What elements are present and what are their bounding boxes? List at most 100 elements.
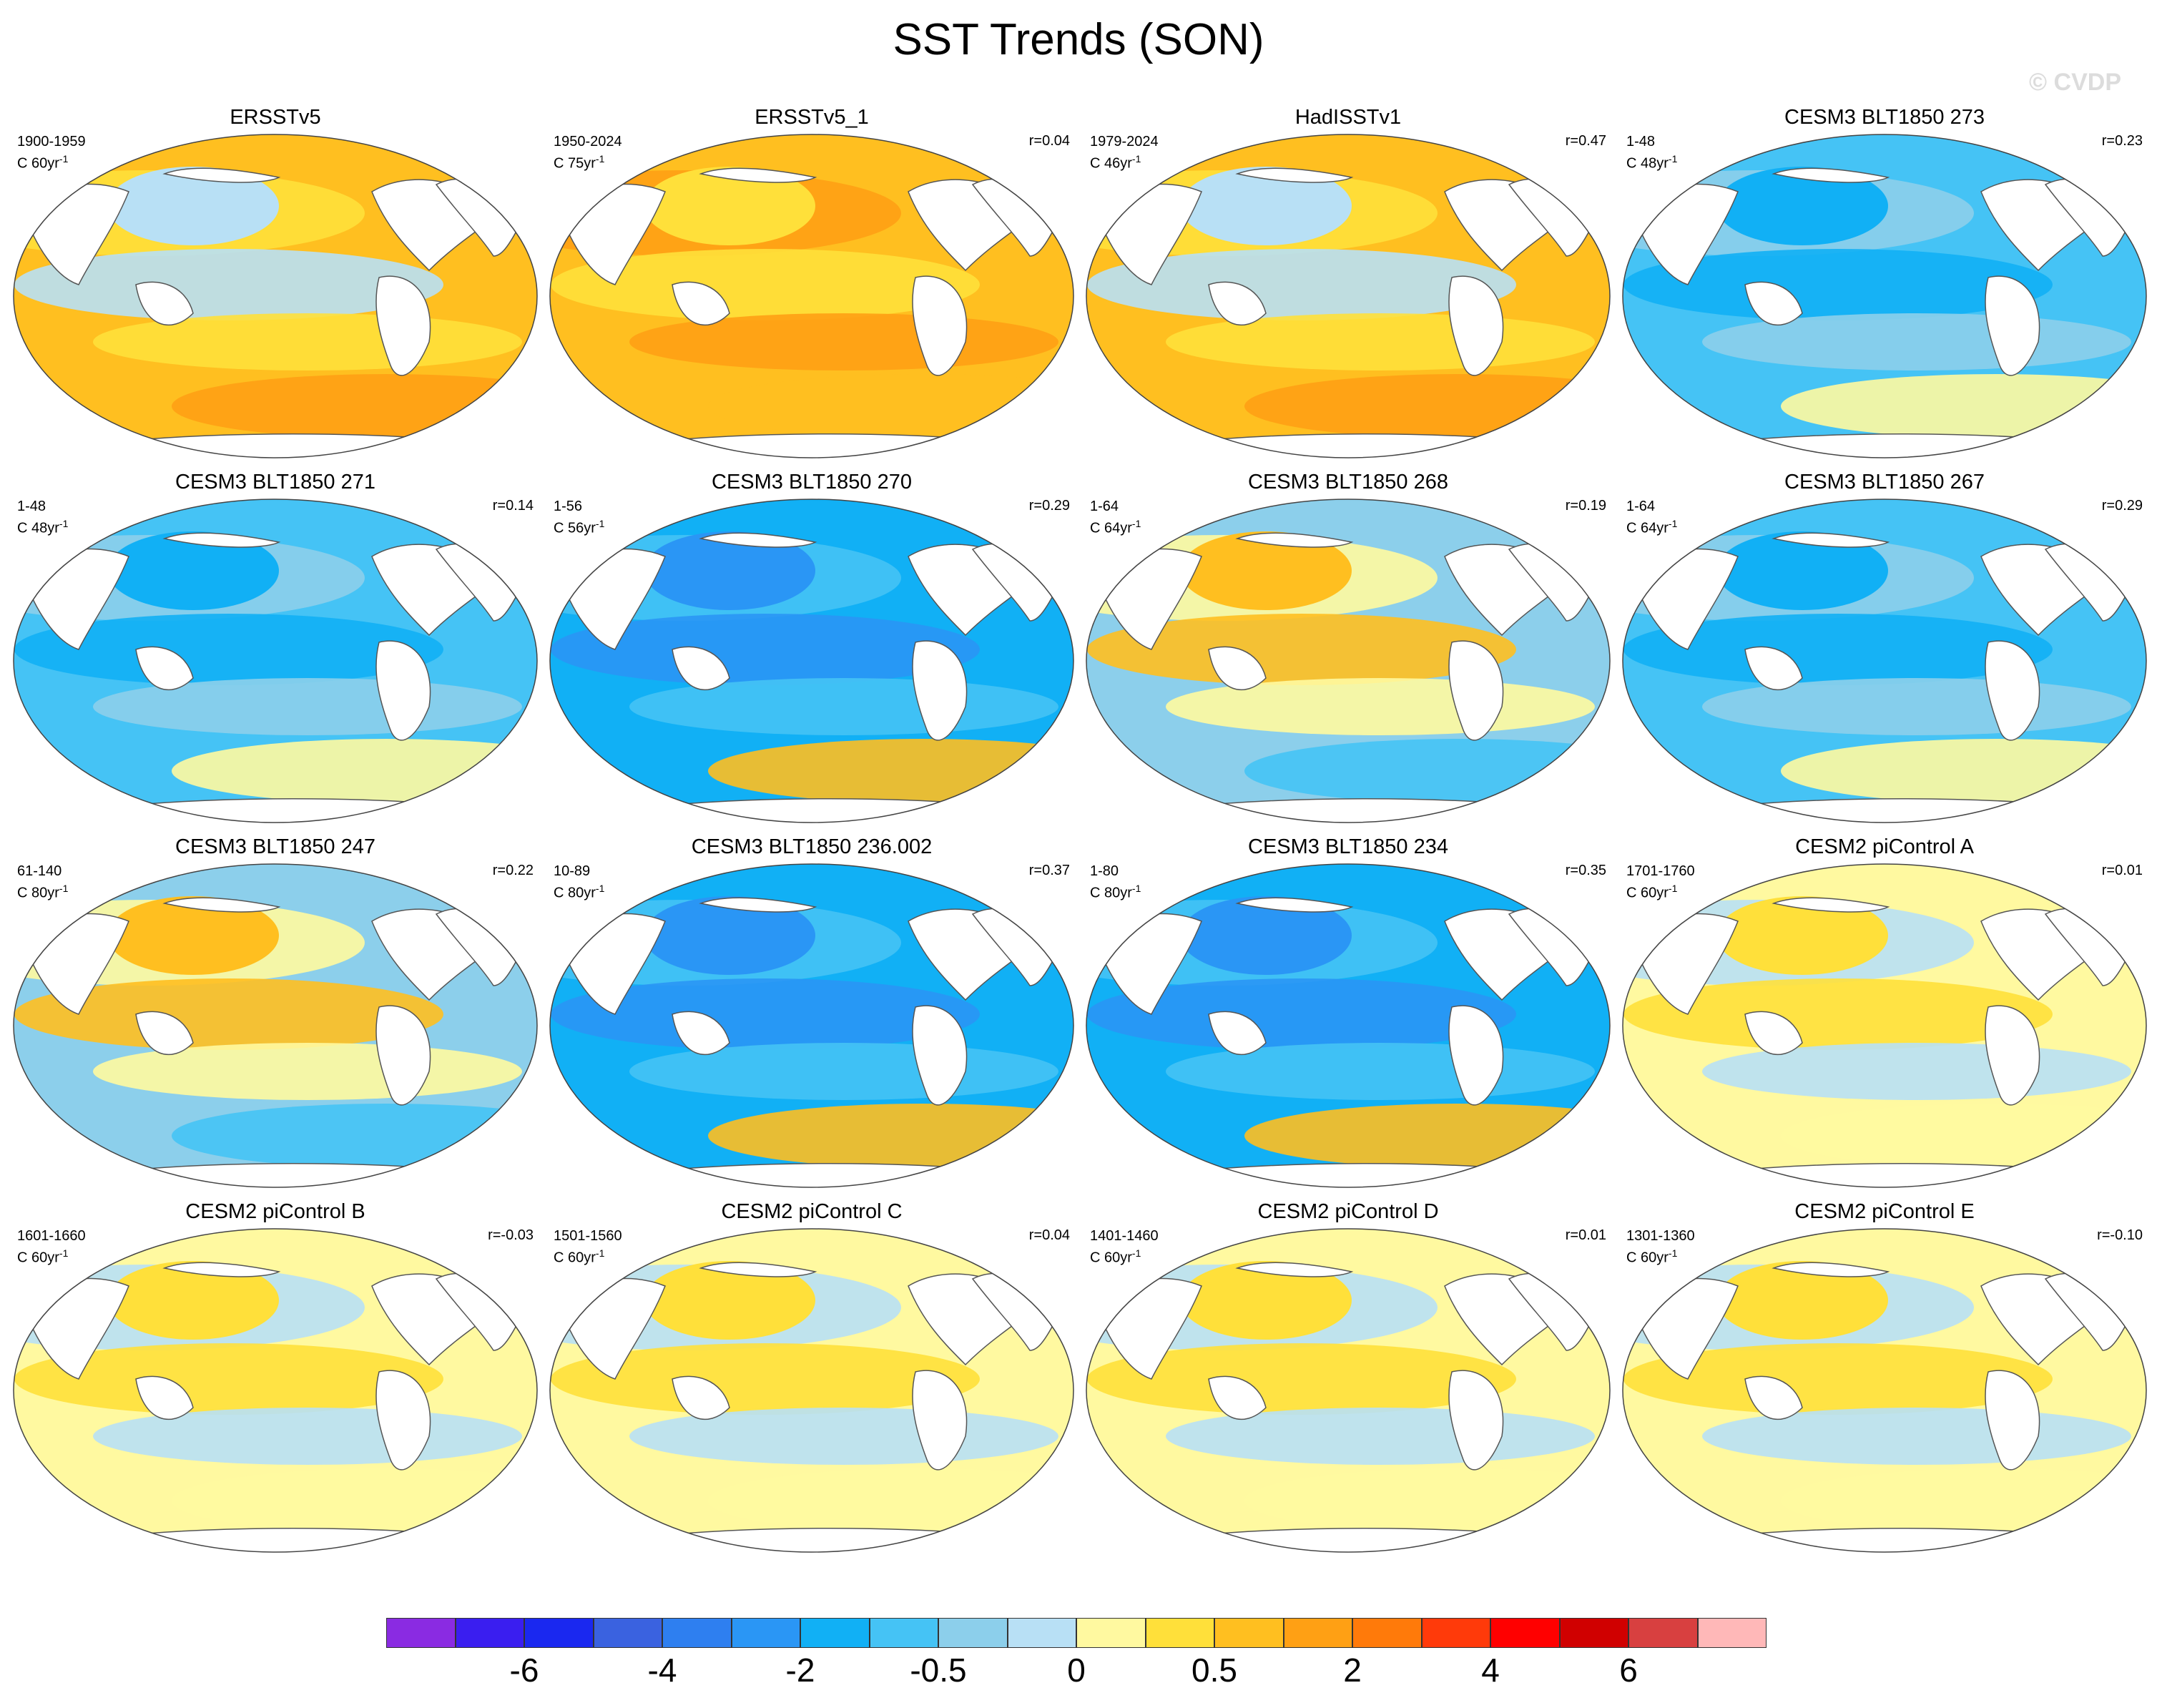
anomaly-region <box>551 249 980 320</box>
trend-scale: C 60yr-1 <box>17 1245 86 1267</box>
anomaly-region <box>107 896 279 975</box>
globe-outline <box>1622 134 2147 458</box>
period-range: 10-89 <box>554 863 591 879</box>
sst-trend-map <box>1622 863 2147 1188</box>
trend-scale-text: C 60yr <box>1626 1250 1669 1266</box>
land-mass <box>1744 646 1803 691</box>
map-panel: CESM2 piControl D 1401-1460 C 60yr-1 r=0.01 <box>1080 1200 1616 1558</box>
land-mass <box>672 281 730 326</box>
panel-title: CESM3 BLT1850 236.002 <box>691 835 933 858</box>
period-range: 1701-1760 <box>1626 863 1695 879</box>
anomaly-region <box>1716 167 1888 245</box>
land-mass <box>1235 167 1354 183</box>
trend-scale-exponent: -1 <box>59 518 69 529</box>
anomaly-region <box>1087 249 1516 320</box>
globe-outline <box>1086 1228 1611 1553</box>
colorbar-cell <box>1559 1618 1628 1648</box>
map-panel: CESM3 BLT1850 236.002 10-89 C 80yr-1 r=0.37 <box>544 835 1080 1193</box>
colorbar-cell <box>1697 1618 1767 1648</box>
period-range: 1-80 <box>1090 863 1119 879</box>
anomaly-region <box>1087 978 1516 1050</box>
period-range: 1979-2024 <box>1090 134 1159 149</box>
land-mass <box>699 532 817 548</box>
trend-scale: C 60yr-1 <box>1626 880 1695 902</box>
sst-trend-map <box>1622 134 2147 458</box>
land-mass <box>1448 640 1504 741</box>
globe-outline <box>13 499 538 823</box>
panel-period: 1601-1660 C 60yr-1 <box>17 1227 86 1267</box>
panel-title: CESM3 BLT1850 271 <box>175 471 375 494</box>
colorbar-cell <box>1214 1618 1284 1648</box>
land-mass <box>1448 1370 1504 1471</box>
land-mass <box>1723 798 2082 823</box>
map-panel: CESM3 BLT1850 273 1-48 C 48yr-1 r=0.23 <box>1616 106 2153 463</box>
anomaly-region <box>1623 978 2053 1050</box>
trend-scale-text: C 60yr <box>554 1250 596 1266</box>
panel-title: CESM2 piControl A <box>1795 835 1974 858</box>
colorbar-cell <box>662 1618 732 1648</box>
trend-scale-exponent: -1 <box>1668 883 1678 894</box>
land-mass <box>650 1163 1009 1187</box>
trend-scale-exponent: -1 <box>1668 1247 1678 1259</box>
globe-outline <box>13 134 538 458</box>
trend-scale: C 80yr-1 <box>1090 880 1141 902</box>
land-mass <box>1772 532 1890 548</box>
period-range: 1-56 <box>554 499 583 514</box>
land-mass <box>375 1370 431 1471</box>
anomaly-region <box>1180 896 1352 975</box>
globe-outline <box>1086 499 1611 823</box>
colorbar-label: -2 <box>785 1651 815 1689</box>
colorbar-label: -6 <box>509 1651 539 1689</box>
pattern-correlation: r=-0.10 <box>2097 1227 2143 1243</box>
map-panel: CESM3 BLT1850 267 1-64 C 64yr-1 r=0.29 <box>1616 471 2153 828</box>
trend-scale-exponent: -1 <box>1131 518 1141 529</box>
anomaly-region <box>107 167 279 245</box>
sst-trend-map <box>549 499 1074 823</box>
anomaly-region <box>14 978 443 1050</box>
pattern-correlation: r=0.47 <box>1565 133 1606 149</box>
land-mass <box>1186 1163 1546 1187</box>
panel-period: 1979-2024 C 46yr-1 <box>1090 133 1159 172</box>
colorbar-cell <box>593 1618 662 1648</box>
period-range: 61-140 <box>17 863 62 879</box>
pattern-correlation: r=0.23 <box>2101 133 2143 149</box>
land-mass <box>672 1011 730 1056</box>
land-mass <box>1235 532 1354 548</box>
map-panel: ERSSTv5 1900-1959 C 60yr-1 <box>7 106 544 463</box>
colorbar-cell <box>1076 1618 1146 1648</box>
pattern-correlation: r=0.14 <box>492 498 534 514</box>
land-mass <box>1186 433 1546 458</box>
land-mass <box>650 1528 1009 1552</box>
figure-title: SST Trends (SON) <box>893 15 1264 64</box>
trend-scale-exponent: -1 <box>595 153 605 165</box>
panel-title: CESM3 BLT1850 270 <box>712 471 912 494</box>
period-range: 1-64 <box>1090 499 1119 514</box>
trend-scale-exponent: -1 <box>1668 518 1678 529</box>
panel-period: 1701-1760 C 60yr-1 <box>1626 863 1695 902</box>
panel-title: CESM2 piControl C <box>721 1200 903 1223</box>
panel-title: CESM3 BLT1850 247 <box>175 835 375 858</box>
colorbar-cell <box>1421 1618 1490 1648</box>
panel-title: CESM3 BLT1850 273 <box>1784 106 1985 129</box>
trend-scale-text: C 56yr <box>554 520 596 536</box>
anomaly-region <box>1623 614 2053 685</box>
sst-trend-map <box>13 499 538 823</box>
trend-scale-exponent: -1 <box>59 883 69 894</box>
anomaly-region <box>551 1343 980 1415</box>
pattern-correlation: r=0.01 <box>2101 863 2143 878</box>
trend-scale: C 60yr-1 <box>1626 1245 1695 1267</box>
land-mass <box>375 640 431 741</box>
map-panel: CESM3 BLT1850 234 1-80 C 80yr-1 r=0.35 <box>1080 835 1616 1193</box>
sst-trend-map <box>13 1228 538 1553</box>
pattern-correlation: r=0.37 <box>1028 863 1070 878</box>
panel-period: 1900-1959 C 60yr-1 <box>17 133 86 172</box>
panel-title: CESM2 piControl B <box>185 1200 365 1223</box>
land-mass <box>114 1528 473 1552</box>
sst-trend-map <box>1086 863 1611 1188</box>
pattern-correlation: r=0.01 <box>1565 1227 1606 1243</box>
anomaly-region <box>644 531 815 610</box>
panel-title: CESM3 BLT1850 234 <box>1248 835 1448 858</box>
anomaly-region <box>107 1261 279 1340</box>
panel-period: 1-48 C 48yr-1 <box>1626 133 1677 172</box>
map-panel: CESM3 BLT1850 247 61-140 C 80yr-1 r=0.22 <box>7 835 544 1193</box>
